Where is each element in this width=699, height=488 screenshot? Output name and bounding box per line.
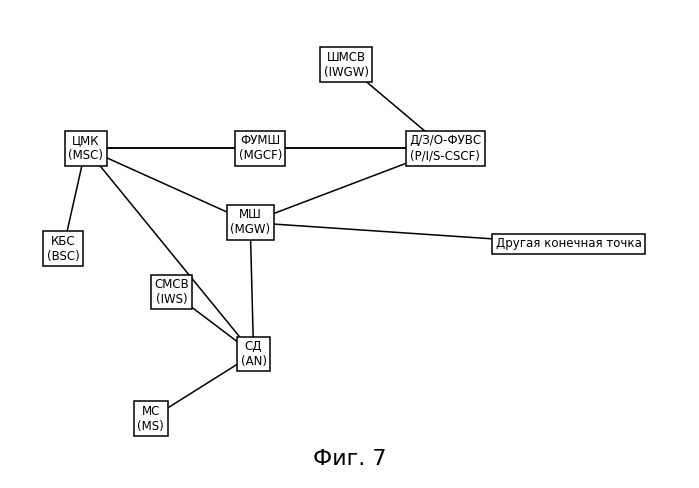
Text: МШ
(MGW): МШ (MGW) (230, 208, 271, 237)
Text: СМСВ
(IWS): СМСВ (IWS) (154, 278, 189, 306)
Text: Другая конечная точка: Другая конечная точка (496, 238, 642, 250)
Text: СД
(AN): СД (AN) (240, 340, 266, 368)
Text: Д/З/О-ФУВС
(P/I/S-CSCF): Д/З/О-ФУВС (P/I/S-CSCF) (410, 134, 482, 163)
Text: КБС
(BSC): КБС (BSC) (47, 235, 80, 263)
Text: Фиг. 7: Фиг. 7 (312, 449, 387, 469)
Text: ФУМШ
(MGCF): ФУМШ (MGCF) (239, 134, 282, 163)
Text: ШМСВ
(IWGW): ШМСВ (IWGW) (324, 51, 368, 79)
Text: ЦМК
(MSC): ЦМК (MSC) (69, 134, 103, 163)
Text: МС
(MS): МС (MS) (138, 405, 164, 432)
